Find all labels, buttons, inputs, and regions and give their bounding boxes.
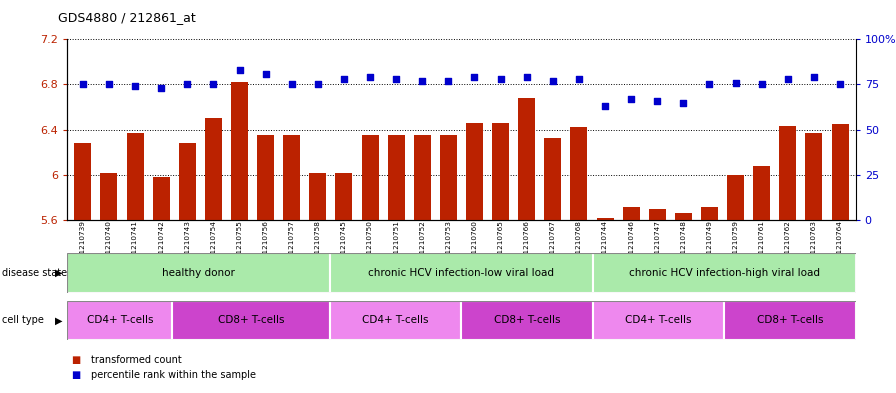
Text: GDS4880 / 212861_at: GDS4880 / 212861_at: [58, 11, 196, 24]
Point: [75, 81, 90, 88]
Bar: [466, 123, 483, 220]
Bar: [675, 213, 692, 220]
Text: cell type: cell type: [2, 315, 44, 325]
Bar: [440, 135, 457, 220]
Bar: [518, 98, 535, 220]
Bar: [330, 253, 593, 293]
Bar: [623, 207, 640, 220]
Point: [754, 81, 769, 88]
Point: [676, 99, 691, 106]
Text: CD4+ T-cells: CD4+ T-cells: [87, 315, 153, 325]
Bar: [571, 127, 588, 220]
Point: [102, 81, 116, 88]
Text: ▶: ▶: [56, 268, 63, 278]
Bar: [831, 124, 849, 220]
Bar: [492, 123, 509, 220]
Point: [598, 103, 612, 109]
Text: ▶: ▶: [56, 315, 63, 325]
Point: [702, 81, 717, 88]
Bar: [806, 133, 823, 220]
Bar: [461, 301, 593, 340]
Bar: [545, 138, 561, 220]
Bar: [257, 135, 274, 220]
Bar: [335, 173, 352, 220]
Point: [154, 85, 168, 91]
Text: ■: ■: [72, 354, 84, 365]
Point: [441, 78, 455, 84]
Bar: [283, 135, 300, 220]
Text: CD8+ T-cells: CD8+ T-cells: [494, 315, 560, 325]
Text: chronic HCV infection-high viral load: chronic HCV infection-high viral load: [629, 268, 820, 278]
Bar: [362, 135, 378, 220]
Text: CD4+ T-cells: CD4+ T-cells: [363, 315, 429, 325]
Bar: [593, 253, 856, 293]
Bar: [179, 143, 196, 220]
Point: [520, 74, 534, 81]
Point: [546, 78, 560, 84]
Bar: [649, 209, 666, 220]
Bar: [754, 166, 771, 220]
Text: percentile rank within the sample: percentile rank within the sample: [91, 370, 256, 380]
Point: [415, 78, 429, 84]
Text: CD8+ T-cells: CD8+ T-cells: [218, 315, 284, 325]
Bar: [231, 82, 248, 220]
Point: [258, 70, 272, 77]
Text: ■: ■: [72, 370, 84, 380]
Bar: [172, 301, 330, 340]
Text: CD4+ T-cells: CD4+ T-cells: [625, 315, 692, 325]
Bar: [414, 135, 431, 220]
Bar: [74, 143, 91, 220]
Point: [232, 67, 246, 73]
Bar: [100, 173, 117, 220]
Point: [728, 79, 743, 86]
Point: [468, 74, 482, 81]
Bar: [67, 253, 330, 293]
Bar: [126, 133, 143, 220]
Point: [494, 76, 508, 82]
Point: [780, 76, 795, 82]
Text: disease state: disease state: [2, 268, 67, 278]
Bar: [724, 301, 856, 340]
Bar: [330, 301, 461, 340]
Point: [128, 83, 142, 90]
Point: [650, 97, 665, 104]
Bar: [597, 218, 614, 220]
Text: healthy donor: healthy donor: [162, 268, 235, 278]
Point: [389, 76, 403, 82]
Bar: [205, 118, 222, 220]
Text: transformed count: transformed count: [91, 354, 182, 365]
Text: chronic HCV infection-low viral load: chronic HCV infection-low viral load: [368, 268, 555, 278]
Point: [624, 96, 638, 102]
Bar: [701, 207, 718, 220]
Bar: [152, 177, 169, 220]
Bar: [780, 126, 797, 220]
Point: [833, 81, 848, 88]
Point: [285, 81, 299, 88]
Bar: [309, 173, 326, 220]
Point: [337, 76, 351, 82]
Point: [206, 81, 220, 88]
Text: CD8+ T-cells: CD8+ T-cells: [757, 315, 823, 325]
Point: [363, 74, 377, 81]
Point: [180, 81, 194, 88]
Bar: [593, 301, 724, 340]
Point: [311, 81, 325, 88]
Point: [572, 76, 586, 82]
Bar: [67, 301, 172, 340]
Bar: [388, 135, 405, 220]
Bar: [727, 175, 744, 220]
Point: [806, 74, 821, 81]
